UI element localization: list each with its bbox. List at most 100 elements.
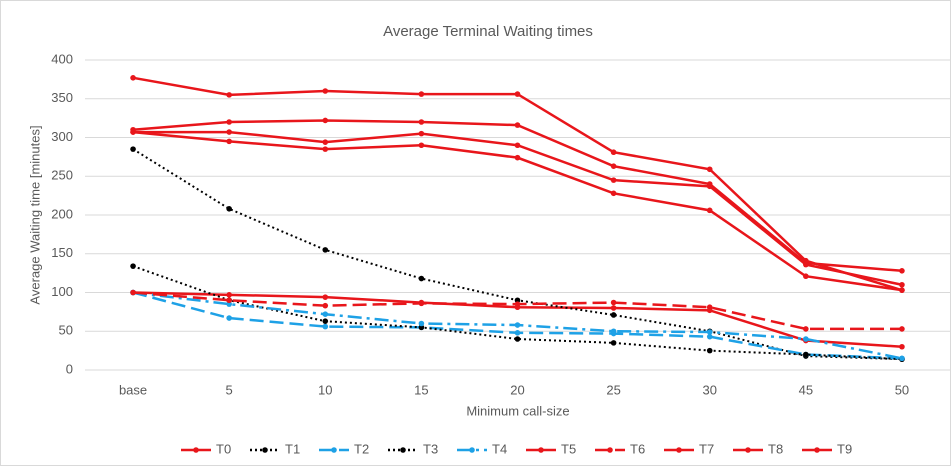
point bbox=[706, 347, 713, 354]
legend-label: T0 bbox=[216, 441, 231, 456]
y-tick-label: 300 bbox=[51, 129, 73, 144]
y-tick-label: 50 bbox=[59, 323, 73, 338]
point bbox=[610, 328, 617, 335]
point bbox=[706, 183, 713, 190]
point bbox=[130, 146, 136, 152]
point bbox=[706, 333, 713, 340]
point bbox=[322, 294, 329, 300]
legend-label: T9 bbox=[837, 441, 852, 456]
point bbox=[899, 281, 905, 288]
legend-label: T4 bbox=[492, 441, 507, 456]
point bbox=[803, 273, 809, 280]
point bbox=[226, 119, 232, 125]
point bbox=[418, 275, 425, 282]
point bbox=[322, 323, 329, 330]
point bbox=[514, 322, 521, 328]
point bbox=[130, 289, 136, 296]
point bbox=[610, 299, 617, 306]
series-line bbox=[132, 265, 902, 361]
x-tick-label: 30 bbox=[702, 382, 716, 397]
legend-label: T8 bbox=[768, 441, 783, 456]
legend-label: T1 bbox=[285, 441, 300, 456]
point bbox=[418, 142, 425, 149]
point bbox=[803, 351, 809, 358]
legend-marker bbox=[262, 447, 268, 453]
point bbox=[514, 154, 521, 161]
point bbox=[610, 163, 617, 169]
point bbox=[418, 324, 425, 331]
point bbox=[226, 301, 232, 307]
point bbox=[226, 206, 232, 212]
point bbox=[130, 75, 136, 81]
point bbox=[610, 340, 617, 346]
point bbox=[226, 297, 232, 304]
legend-label: T2 bbox=[354, 441, 369, 456]
point bbox=[226, 292, 232, 298]
point bbox=[899, 287, 905, 293]
legend-label: T3 bbox=[423, 441, 438, 456]
point bbox=[899, 355, 905, 362]
point bbox=[226, 138, 232, 145]
legend-marker bbox=[745, 447, 751, 453]
point bbox=[706, 207, 713, 214]
point bbox=[418, 119, 425, 125]
point bbox=[706, 329, 713, 335]
y-tick-label: 100 bbox=[51, 284, 73, 299]
point bbox=[418, 300, 425, 307]
point bbox=[610, 177, 617, 183]
x-tick-label: 20 bbox=[510, 382, 524, 397]
legend-marker bbox=[676, 447, 682, 453]
point bbox=[899, 268, 905, 274]
legend-marker bbox=[193, 447, 199, 453]
y-tick-label: 0 bbox=[66, 361, 73, 376]
legend-marker bbox=[400, 447, 406, 453]
point bbox=[322, 88, 329, 94]
x-axis-label: Minimum call-size bbox=[466, 403, 569, 418]
x-tick-label: 10 bbox=[318, 382, 332, 397]
legend-label: T6 bbox=[630, 441, 645, 456]
chart-title: Average Terminal Waiting times bbox=[383, 23, 593, 40]
point bbox=[514, 301, 521, 307]
point bbox=[514, 330, 521, 336]
x-tick-label: 15 bbox=[414, 382, 428, 397]
point bbox=[514, 91, 521, 97]
point bbox=[322, 117, 329, 124]
x-tick-label: 45 bbox=[799, 382, 813, 397]
y-tick-label: 200 bbox=[51, 206, 73, 221]
point bbox=[803, 261, 809, 268]
point bbox=[610, 149, 617, 156]
point bbox=[130, 129, 136, 135]
point bbox=[706, 304, 713, 311]
y-tick-label: 150 bbox=[51, 245, 73, 260]
x-tick-label: 50 bbox=[895, 382, 909, 397]
point bbox=[322, 139, 329, 145]
point bbox=[418, 320, 425, 327]
point bbox=[610, 312, 617, 318]
point bbox=[514, 122, 521, 128]
point bbox=[322, 146, 329, 152]
point bbox=[899, 326, 905, 332]
point bbox=[803, 336, 809, 342]
y-tick-label: 400 bbox=[51, 51, 73, 66]
point bbox=[226, 315, 232, 321]
point bbox=[514, 297, 521, 304]
x-tick-label: 5 bbox=[226, 382, 233, 397]
y-tick-label: 250 bbox=[51, 168, 73, 183]
point bbox=[226, 129, 232, 135]
legend-label: T5 bbox=[561, 441, 576, 456]
y-tick-label: 350 bbox=[51, 90, 73, 105]
x-tick-label: base bbox=[119, 382, 147, 397]
point bbox=[418, 130, 425, 137]
legend-marker bbox=[331, 447, 337, 453]
legend-label: T7 bbox=[699, 441, 714, 456]
point bbox=[322, 311, 329, 318]
point bbox=[803, 326, 809, 332]
point bbox=[514, 142, 521, 149]
legend-marker bbox=[607, 447, 613, 453]
legend-marker bbox=[814, 447, 820, 453]
point bbox=[706, 166, 713, 173]
point bbox=[418, 91, 425, 97]
legend-marker bbox=[469, 447, 475, 453]
